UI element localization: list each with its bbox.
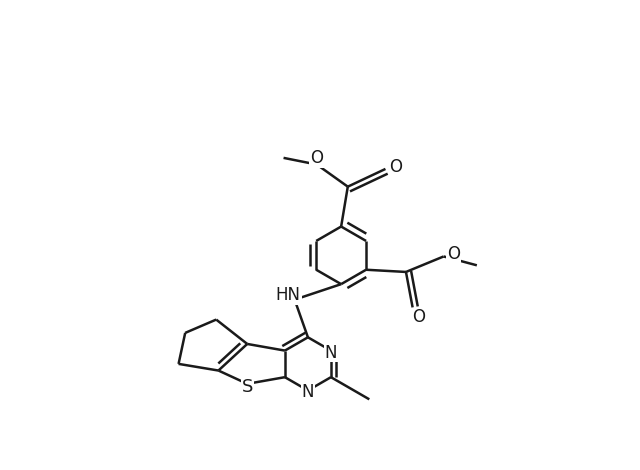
- Text: O: O: [310, 149, 323, 167]
- Text: N: N: [301, 384, 314, 401]
- Text: HN: HN: [276, 286, 301, 304]
- Text: O: O: [412, 308, 425, 327]
- Text: N: N: [324, 344, 337, 361]
- Text: O: O: [389, 158, 403, 176]
- Text: S: S: [241, 378, 253, 396]
- Text: O: O: [447, 245, 460, 263]
